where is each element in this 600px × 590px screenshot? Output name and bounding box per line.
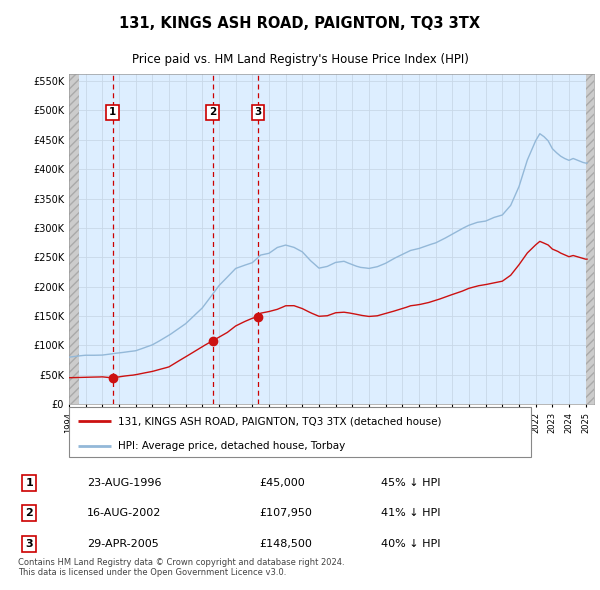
Text: £45,000: £45,000 xyxy=(260,478,305,488)
Text: This data is licensed under the Open Government Licence v3.0.: This data is licensed under the Open Gov… xyxy=(18,568,286,577)
Text: 1: 1 xyxy=(109,107,116,117)
Text: 40% ↓ HPI: 40% ↓ HPI xyxy=(380,539,440,549)
Text: Price paid vs. HM Land Registry's House Price Index (HPI): Price paid vs. HM Land Registry's House … xyxy=(131,53,469,66)
Text: 23-AUG-1996: 23-AUG-1996 xyxy=(87,478,161,488)
Text: 131, KINGS ASH ROAD, PAIGNTON, TQ3 3TX (detached house): 131, KINGS ASH ROAD, PAIGNTON, TQ3 3TX (… xyxy=(118,416,441,426)
Text: £148,500: £148,500 xyxy=(260,539,313,549)
Text: Contains HM Land Registry data © Crown copyright and database right 2024.: Contains HM Land Registry data © Crown c… xyxy=(18,558,344,567)
Text: 29-APR-2005: 29-APR-2005 xyxy=(87,539,158,549)
Text: 3: 3 xyxy=(254,107,262,117)
Text: HPI: Average price, detached house, Torbay: HPI: Average price, detached house, Torb… xyxy=(118,441,345,451)
Text: 2: 2 xyxy=(209,107,216,117)
Text: 16-AUG-2002: 16-AUG-2002 xyxy=(87,509,161,519)
Text: 2: 2 xyxy=(25,509,33,519)
Bar xyxy=(69,74,79,404)
Text: 45% ↓ HPI: 45% ↓ HPI xyxy=(380,478,440,488)
FancyBboxPatch shape xyxy=(69,407,531,457)
Text: 3: 3 xyxy=(25,539,33,549)
Bar xyxy=(586,74,594,404)
Text: 131, KINGS ASH ROAD, PAIGNTON, TQ3 3TX: 131, KINGS ASH ROAD, PAIGNTON, TQ3 3TX xyxy=(119,17,481,31)
Text: £107,950: £107,950 xyxy=(260,509,313,519)
Text: 1: 1 xyxy=(25,478,33,488)
Text: 41% ↓ HPI: 41% ↓ HPI xyxy=(380,509,440,519)
